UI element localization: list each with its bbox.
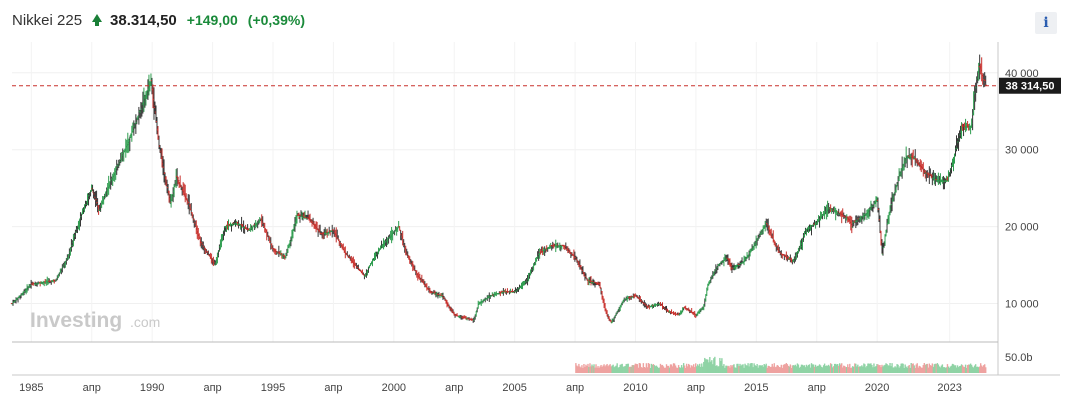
x-tick-label: апр [566,382,584,394]
ohlc-bar [192,214,195,223]
last-price: 38.314,50 [110,11,177,29]
ohlc-bar [176,176,180,185]
y-tick-label: 10 000 [1005,299,1039,311]
ohlc-bar [251,226,254,232]
ohlc-bar [263,222,266,233]
volume-axis-label: 50.0b [1005,352,1033,364]
ohlc-bar [178,175,182,188]
y-tick-label: 20 000 [1005,222,1039,234]
x-tick-label: 2020 [865,382,889,394]
x-tick-label: 2015 [744,382,768,394]
ohlc-bar [570,252,574,257]
investing-watermark: Investing .com [30,309,160,332]
ohlc-bar [396,227,399,232]
x-tick-label: апр [445,382,463,394]
x-tick-label: апр [808,382,826,394]
x-tick-label: апр [687,382,705,394]
last-price-badge [999,77,1061,94]
chart-grid [12,42,998,342]
y-tick-label: 40 000 [1005,68,1039,80]
x-tick-label: апр [83,382,101,394]
ohlc-bar [980,57,983,82]
instrument-name: Nikkei 225 [12,11,83,29]
x-tick-label: апр [203,382,221,394]
last-price-label: 38 314,50 [1006,81,1055,93]
ohlc-bars [10,54,987,324]
watermark-suffix: .com [130,314,160,330]
ohlc-bar [295,210,299,224]
x-tick-label: 2010 [623,382,647,394]
price-change: +149,00 [186,12,238,28]
price-change-percent: (+0,39%) [247,12,305,28]
x-tick-label: 2000 [382,382,406,394]
x-tick-label: 1995 [261,382,285,394]
ohlc-bar [337,235,340,241]
volume-bars [575,356,987,373]
x-tick-label: 2023 [937,382,961,394]
x-axis: 1985 апр 1990 апр 1995 апр 2000 апр 2005 апр 2010 а… [19,382,962,394]
ohlc-bar [367,266,370,273]
x-tick-label: 1990 [140,382,164,394]
ohlc-bar [217,250,220,258]
y-tick-label: 30 000 [1005,145,1039,157]
up-arrow-icon [92,14,103,26]
ohlc-bar [397,220,400,228]
ohlc-bar [947,170,950,182]
ohlc-bar [203,245,206,254]
y-axis: 10 000 20 000 30 000 40 000 [1005,68,1039,311]
ohlc-bar [162,159,166,183]
info-button[interactable]: i [1035,12,1057,34]
ohlc-bar [885,218,889,233]
x-tick-label: 2005 [502,382,526,394]
ohlc-bar [984,75,987,86]
ohlc-bar [598,281,602,289]
x-tick-label: 1985 [19,382,43,394]
last-price-line: 38 314,50 [12,77,1061,94]
ohlc-bar [393,230,396,236]
ohlc-bar [185,193,188,200]
ohlc-bar [878,215,882,234]
ohlc-bar [80,213,83,221]
watermark-brand: Investing [30,309,122,332]
x-tick-label: апр [324,382,342,394]
quote-header: Nikkei 225 38.314,50 +149,00 (+0,39%) [12,9,305,31]
